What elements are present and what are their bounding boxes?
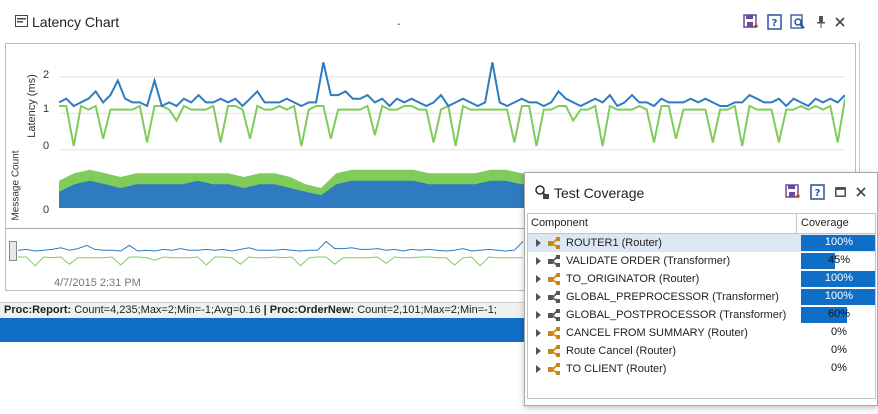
coverage-percent: 100%: [824, 290, 854, 302]
maximize-icon[interactable]: [832, 184, 848, 200]
navigator-series-line: [18, 240, 523, 252]
coverage-percent: 0%: [831, 344, 847, 356]
coverage-row[interactable]: TO CLIENT (Router) 0%: [528, 360, 875, 378]
latency-chart: [59, 62, 845, 151]
latency-tick-0: 0: [43, 140, 50, 152]
latency-window-title: Latency Chart: [32, 14, 120, 30]
coverage-bar: [801, 271, 875, 287]
latency-series-line: [59, 98, 845, 147]
coverage-cell: 45%: [801, 253, 875, 269]
close-icon[interactable]: [853, 184, 869, 200]
coverage-bar: [801, 235, 875, 251]
expand-arrow-icon[interactable]: [536, 239, 541, 247]
expand-arrow-icon[interactable]: [536, 275, 541, 283]
component-icon: [548, 291, 560, 303]
component-label: CANCEL FROM SUMMARY (Router): [566, 327, 748, 339]
coverage-row[interactable]: VALIDATE ORDER (Transformer) 45%: [528, 252, 875, 270]
help-icon[interactable]: ?: [767, 14, 783, 30]
navigator-series-line: [18, 256, 523, 267]
component-label: GLOBAL_POSTPROCESSOR (Transformer): [566, 309, 787, 321]
area-baseline-mask: [59, 208, 845, 216]
help-icon[interactable]: ?: [810, 184, 826, 200]
latency-series-line: [59, 62, 845, 108]
coverage-percent: 45%: [827, 254, 851, 266]
navigator-handle[interactable]: [9, 241, 17, 261]
component-icon: [548, 327, 560, 339]
latency-tick-1: 1: [43, 103, 50, 115]
coverage-row[interactable]: GLOBAL_PREPROCESSOR (Transformer) 100%: [528, 288, 875, 306]
coverage-percent: 100%: [824, 272, 854, 284]
coverage-bar: [801, 307, 847, 323]
expand-arrow-icon[interactable]: [536, 311, 541, 319]
search-report-icon[interactable]: [790, 14, 806, 30]
status-stats-2: Count=2,101;Max=2;Min=-1;: [354, 304, 497, 316]
coverage-cell: 100%: [801, 289, 875, 305]
chart-frame: [5, 43, 856, 291]
pin-icon[interactable]: [813, 14, 829, 30]
component-label: Route Cancel (Router): [566, 345, 677, 357]
coverage-row[interactable]: ROUTER1 (Router) 100%: [528, 234, 875, 252]
count-y-label: Message Count: [10, 150, 22, 221]
count-tick-0: 0: [43, 204, 50, 216]
coverage-cell: 60%: [801, 307, 875, 323]
component-icon: [548, 273, 560, 285]
expand-arrow-icon[interactable]: [536, 365, 541, 373]
title-dot: .: [397, 13, 401, 28]
status-proc-2: Proc:OrderNew:: [266, 304, 355, 316]
coverage-cell: 0%: [801, 361, 875, 377]
component-icon: [548, 237, 560, 249]
close-icon[interactable]: [832, 14, 848, 30]
expand-arrow-icon[interactable]: [536, 257, 541, 265]
latency-tick-2: 2: [43, 69, 50, 81]
coverage-cell: 100%: [801, 271, 875, 287]
navigator-date-label: 4/7/2015 2:31 PM: [54, 277, 141, 289]
grid-header: Component Coverage: [528, 214, 875, 234]
status-stats-1: Count=4,235;Max=2;Min=-1;Avg=0.16: [71, 304, 264, 316]
test-coverage-window: Test Coverage ? Component Coverage ROUTE…: [524, 172, 878, 406]
save-report-icon[interactable]: [743, 14, 759, 30]
coverage-grid: Component Coverage ROUTER1 (Router) 100% V…: [527, 213, 876, 399]
coverage-bar: [801, 253, 836, 269]
expand-arrow-icon[interactable]: [536, 347, 541, 355]
svg-text:?: ?: [772, 18, 778, 29]
column-divider: [796, 214, 797, 234]
coverage-percent: 100%: [824, 236, 854, 248]
coverage-row[interactable]: Route Cancel (Router) 0%: [528, 342, 875, 360]
component-label: TO_ORIGINATOR (Router): [566, 273, 700, 285]
save-report-icon[interactable]: [785, 184, 801, 200]
coverage-cell: 0%: [801, 325, 875, 341]
component-icon: [548, 255, 560, 267]
component-icon: [548, 363, 560, 375]
coverage-row[interactable]: CANCEL FROM SUMMARY (Router) 0%: [528, 324, 875, 342]
component-label: TO CLIENT (Router): [566, 363, 667, 375]
column-header-component[interactable]: Component: [531, 217, 588, 229]
coverage-bar: [801, 289, 875, 305]
svg-text:?: ?: [815, 188, 821, 199]
coverage-window-title: Test Coverage: [554, 185, 645, 201]
chart-window-icon: [15, 15, 28, 27]
expand-arrow-icon[interactable]: [536, 293, 541, 301]
component-label: GLOBAL_PREPROCESSOR (Transformer): [566, 291, 779, 303]
coverage-cell: 100%: [801, 235, 875, 251]
coverage-rows: ROUTER1 (Router) 100% VALIDATE ORDER (Tran…: [528, 234, 875, 398]
coverage-window-icon: [534, 184, 550, 200]
component-icon: [548, 309, 560, 321]
coverage-percent: 60%: [827, 308, 851, 320]
component-label: VALIDATE ORDER (Transformer): [566, 255, 731, 267]
coverage-row[interactable]: GLOBAL_POSTPROCESSOR (Transformer) 60%: [528, 306, 875, 324]
navigator-preview: [18, 240, 523, 267]
coverage-percent: 0%: [831, 326, 847, 338]
coverage-row[interactable]: TO_ORIGINATOR (Router) 100%: [528, 270, 875, 288]
coverage-percent: 0%: [831, 362, 847, 374]
latency-window-header: Latency Chart . ?: [0, 0, 860, 42]
coverage-cell: 0%: [801, 343, 875, 359]
component-icon: [548, 345, 560, 357]
status-separator: |: [263, 304, 267, 316]
expand-arrow-icon[interactable]: [536, 329, 541, 337]
latency-y-label: Latency (ms): [26, 74, 38, 138]
component-label: ROUTER1 (Router): [566, 237, 662, 249]
status-proc-1: Proc:Report:: [4, 304, 72, 316]
column-header-coverage[interactable]: Coverage: [801, 217, 849, 229]
